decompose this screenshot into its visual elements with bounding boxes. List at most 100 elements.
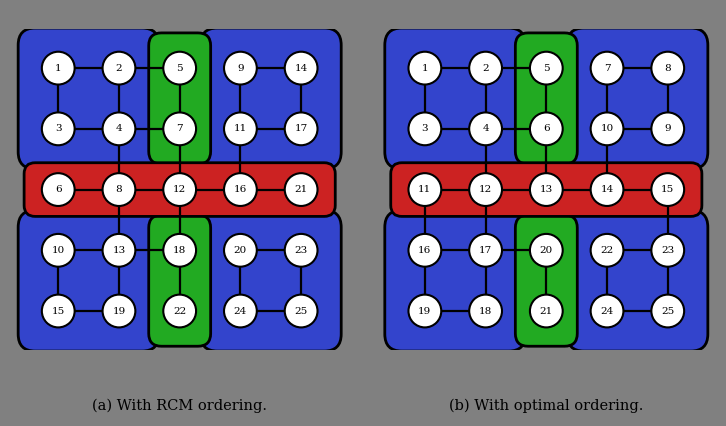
Circle shape — [469, 173, 502, 206]
Circle shape — [224, 173, 257, 206]
Text: 17: 17 — [295, 124, 308, 133]
Circle shape — [224, 52, 257, 84]
Text: 22: 22 — [600, 246, 613, 255]
Text: (a) With RCM ordering.: (a) With RCM ordering. — [91, 399, 267, 413]
Circle shape — [651, 234, 684, 267]
Circle shape — [102, 234, 135, 267]
Text: 2: 2 — [115, 63, 122, 72]
Text: 8: 8 — [115, 185, 122, 194]
FancyBboxPatch shape — [515, 33, 577, 164]
Text: 19: 19 — [418, 307, 431, 316]
Text: 4: 4 — [115, 124, 122, 133]
Circle shape — [469, 295, 502, 328]
Text: 4: 4 — [482, 124, 489, 133]
Text: 8: 8 — [664, 63, 671, 72]
Circle shape — [530, 52, 563, 84]
Circle shape — [285, 112, 317, 145]
Text: 14: 14 — [600, 185, 613, 194]
Text: 16: 16 — [418, 246, 431, 255]
Circle shape — [102, 295, 135, 328]
Circle shape — [469, 52, 502, 84]
Text: 25: 25 — [295, 307, 308, 316]
Circle shape — [409, 173, 441, 206]
Circle shape — [42, 52, 75, 84]
FancyBboxPatch shape — [567, 28, 708, 169]
Circle shape — [224, 234, 257, 267]
FancyBboxPatch shape — [567, 210, 708, 351]
Text: 10: 10 — [52, 246, 65, 255]
FancyBboxPatch shape — [200, 28, 341, 169]
Text: 23: 23 — [661, 246, 674, 255]
Circle shape — [163, 112, 196, 145]
Circle shape — [224, 295, 257, 328]
Text: 2: 2 — [482, 63, 489, 72]
Text: 15: 15 — [52, 307, 65, 316]
Text: 11: 11 — [234, 124, 247, 133]
Text: 5: 5 — [543, 63, 550, 72]
Circle shape — [42, 295, 75, 328]
Text: 6: 6 — [55, 185, 62, 194]
Circle shape — [469, 234, 502, 267]
Circle shape — [224, 112, 257, 145]
Circle shape — [409, 295, 441, 328]
Circle shape — [163, 234, 196, 267]
Circle shape — [102, 173, 135, 206]
Text: 9: 9 — [664, 124, 671, 133]
Text: 23: 23 — [295, 246, 308, 255]
Circle shape — [409, 112, 441, 145]
Text: 20: 20 — [234, 246, 247, 255]
Circle shape — [651, 52, 684, 84]
Text: 3: 3 — [55, 124, 62, 133]
Text: 15: 15 — [661, 185, 674, 194]
FancyBboxPatch shape — [391, 163, 702, 216]
Text: 22: 22 — [173, 307, 187, 316]
Text: 6: 6 — [543, 124, 550, 133]
Text: 12: 12 — [479, 185, 492, 194]
Text: 16: 16 — [234, 185, 247, 194]
Text: 25: 25 — [661, 307, 674, 316]
Circle shape — [530, 173, 563, 206]
Circle shape — [102, 52, 135, 84]
FancyBboxPatch shape — [149, 33, 211, 164]
Text: 11: 11 — [418, 185, 431, 194]
Text: 13: 13 — [113, 246, 126, 255]
Circle shape — [591, 234, 624, 267]
FancyBboxPatch shape — [385, 28, 526, 169]
Circle shape — [42, 112, 75, 145]
Text: 24: 24 — [234, 307, 247, 316]
FancyBboxPatch shape — [24, 163, 335, 216]
Circle shape — [530, 295, 563, 328]
Circle shape — [285, 234, 317, 267]
Circle shape — [102, 112, 135, 145]
Text: 5: 5 — [176, 63, 183, 72]
Circle shape — [409, 234, 441, 267]
Circle shape — [651, 173, 684, 206]
Text: 21: 21 — [539, 307, 553, 316]
FancyBboxPatch shape — [385, 210, 526, 351]
Circle shape — [163, 52, 196, 84]
Text: 20: 20 — [539, 246, 553, 255]
Text: 7: 7 — [176, 124, 183, 133]
Circle shape — [651, 295, 684, 328]
Circle shape — [591, 52, 624, 84]
Text: 18: 18 — [479, 307, 492, 316]
Circle shape — [163, 173, 196, 206]
Circle shape — [591, 295, 624, 328]
Circle shape — [591, 173, 624, 206]
Text: 18: 18 — [173, 246, 187, 255]
Circle shape — [651, 112, 684, 145]
Circle shape — [469, 112, 502, 145]
Text: 24: 24 — [600, 307, 613, 316]
Text: 7: 7 — [604, 63, 611, 72]
Circle shape — [42, 234, 75, 267]
Text: 13: 13 — [539, 185, 553, 194]
Text: 10: 10 — [600, 124, 613, 133]
Text: 12: 12 — [173, 185, 187, 194]
FancyBboxPatch shape — [515, 215, 577, 346]
Circle shape — [285, 173, 317, 206]
Text: 1: 1 — [55, 63, 62, 72]
Text: 21: 21 — [295, 185, 308, 194]
Circle shape — [285, 52, 317, 84]
Text: 3: 3 — [422, 124, 428, 133]
Circle shape — [591, 112, 624, 145]
